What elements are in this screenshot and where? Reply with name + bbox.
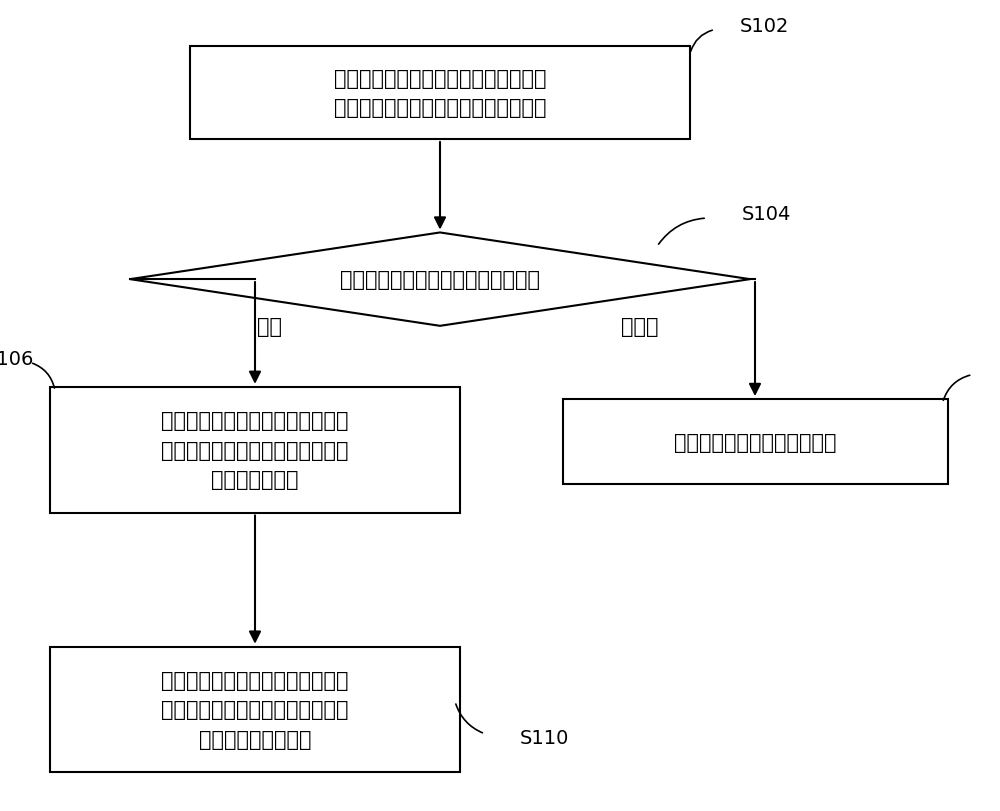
- Text: 不对待加热动力电池进行加热: 不对待加热动力电池进行加热: [674, 432, 836, 452]
- Polygon shape: [130, 234, 750, 326]
- Bar: [562, 399, 948, 484]
- Bar: [50, 647, 460, 772]
- Text: S104: S104: [742, 205, 791, 224]
- Bar: [50, 388, 460, 513]
- Text: 基于待加热动力电池的温度确定为
待加热动力电池加热到目标温度时
的车辆行驶距离: 基于待加热动力电池的温度确定为 待加热动力电池加热到目标温度时 的车辆行驶距离: [161, 410, 349, 490]
- Text: S110: S110: [520, 728, 569, 748]
- Text: 基于车辆行驶距离和待行驶路线的
距离，确定是否开启加热源为待加
热动力电池进行加热: 基于车辆行驶距离和待行驶路线的 距离，确定是否开启加热源为待加 热动力电池进行加…: [161, 670, 349, 749]
- Bar: [190, 46, 690, 139]
- Text: 判断剩余电量是否大于预设电量阈值: 判断剩余电量是否大于预设电量阈值: [340, 270, 540, 290]
- Text: 大于: 大于: [258, 316, 283, 337]
- Text: S102: S102: [740, 17, 789, 36]
- Text: 获取待加热动力电池的剩余电量、待加
热动力电池的温度和待行驶路线的距离: 获取待加热动力电池的剩余电量、待加 热动力电池的温度和待行驶路线的距离: [334, 68, 546, 118]
- Text: S106: S106: [0, 350, 34, 368]
- Text: 不大于: 不大于: [621, 316, 659, 337]
